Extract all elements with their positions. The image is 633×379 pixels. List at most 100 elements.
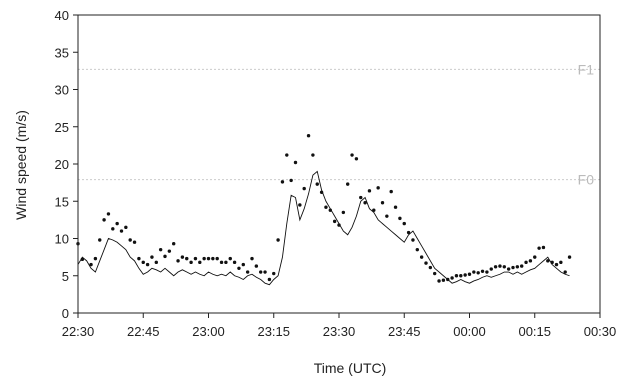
data-point bbox=[172, 242, 176, 246]
y-tick-label: 5 bbox=[62, 269, 69, 284]
reference-label-f1: F1 bbox=[578, 61, 595, 77]
data-point bbox=[137, 256, 141, 261]
data-point bbox=[328, 208, 332, 212]
data-point bbox=[502, 265, 506, 269]
data-point bbox=[485, 270, 489, 274]
data-point bbox=[219, 260, 224, 265]
data-point bbox=[450, 276, 454, 280]
data-point bbox=[437, 279, 441, 283]
data-point bbox=[385, 214, 389, 218]
data-point bbox=[167, 249, 172, 253]
data-point bbox=[241, 262, 245, 267]
data-point bbox=[302, 186, 306, 191]
data-point bbox=[398, 216, 402, 221]
data-point bbox=[341, 210, 346, 215]
data-point bbox=[232, 260, 237, 265]
data-point bbox=[119, 229, 124, 233]
data-point bbox=[250, 256, 254, 261]
data-point bbox=[289, 178, 293, 183]
y-axis-title: Wind speed (m/s) bbox=[13, 110, 29, 220]
data-point bbox=[89, 262, 93, 267]
data-point bbox=[359, 195, 363, 200]
y-tick-label: 30 bbox=[55, 83, 69, 98]
y-tick-label: 15 bbox=[55, 194, 69, 209]
data-point bbox=[106, 212, 111, 216]
data-point bbox=[546, 259, 550, 263]
plot-frame bbox=[77, 14, 601, 314]
data-point bbox=[315, 182, 319, 186]
data-point bbox=[506, 267, 511, 271]
data-point bbox=[550, 260, 554, 265]
data-point bbox=[189, 260, 193, 265]
data-point bbox=[411, 238, 415, 242]
data-point bbox=[211, 256, 215, 261]
data-point bbox=[419, 255, 424, 259]
data-point bbox=[80, 257, 85, 262]
x-axis: 22:30 22:45 23:00 23:15 23:30 23:45 00:00 00:15… bbox=[62, 313, 616, 339]
data-point bbox=[285, 153, 289, 157]
data-point bbox=[541, 245, 546, 250]
data-point bbox=[459, 274, 463, 278]
x-tick-label: 22:30 bbox=[62, 324, 95, 339]
data-point bbox=[346, 182, 350, 186]
x-tick-label: 23:00 bbox=[192, 324, 225, 339]
reference-lines: F1 F0 bbox=[78, 61, 600, 188]
x-tick-label: 23:45 bbox=[388, 324, 421, 339]
data-point bbox=[554, 262, 559, 267]
data-point bbox=[254, 264, 259, 268]
data-point bbox=[158, 247, 163, 252]
data-point bbox=[267, 277, 272, 282]
data-point bbox=[337, 223, 341, 227]
data-point bbox=[180, 255, 185, 259]
data-point bbox=[102, 218, 106, 222]
data-point bbox=[446, 277, 450, 282]
data-point bbox=[376, 186, 380, 190]
data-point bbox=[237, 266, 241, 270]
data-point bbox=[176, 259, 180, 263]
data-point bbox=[280, 180, 285, 184]
data-point bbox=[93, 256, 98, 261]
data-point bbox=[363, 201, 367, 205]
data-point bbox=[263, 270, 267, 274]
data-point bbox=[224, 260, 228, 265]
y-tick-label: 25 bbox=[55, 120, 69, 135]
data-point bbox=[367, 189, 372, 193]
data-point bbox=[350, 153, 354, 157]
data-point bbox=[163, 254, 167, 259]
data-point bbox=[354, 157, 359, 161]
data-point bbox=[454, 274, 459, 278]
data-point bbox=[202, 256, 206, 261]
data-point bbox=[428, 265, 433, 270]
data-point bbox=[480, 269, 485, 273]
plot-area bbox=[76, 133, 572, 286]
data-point bbox=[150, 255, 154, 259]
data-point bbox=[206, 256, 211, 261]
data-point bbox=[332, 219, 337, 224]
series-line bbox=[77, 170, 570, 286]
data-point bbox=[185, 256, 189, 261]
data-point bbox=[493, 265, 498, 269]
y-tick-label: 40 bbox=[55, 8, 69, 23]
data-point bbox=[324, 205, 328, 209]
data-point bbox=[393, 205, 398, 209]
data-point bbox=[319, 190, 324, 195]
data-point bbox=[276, 238, 280, 242]
x-axis-title: Time (UTC) bbox=[314, 360, 387, 376]
data-point bbox=[380, 201, 385, 205]
data-point bbox=[245, 270, 250, 274]
x-tick-label: 23:15 bbox=[257, 324, 290, 339]
data-point bbox=[311, 153, 315, 157]
data-point bbox=[489, 267, 493, 271]
x-tick-label: 00:00 bbox=[453, 324, 486, 339]
data-point bbox=[124, 225, 128, 230]
data-point bbox=[433, 271, 437, 276]
data-point bbox=[441, 278, 446, 282]
data-point bbox=[406, 230, 411, 235]
y-tick-label: 20 bbox=[55, 157, 69, 172]
data-point bbox=[559, 260, 563, 265]
data-point bbox=[537, 246, 541, 250]
data-point bbox=[98, 238, 102, 242]
data-point bbox=[476, 271, 480, 275]
data-point bbox=[293, 160, 298, 165]
data-point bbox=[306, 133, 311, 138]
